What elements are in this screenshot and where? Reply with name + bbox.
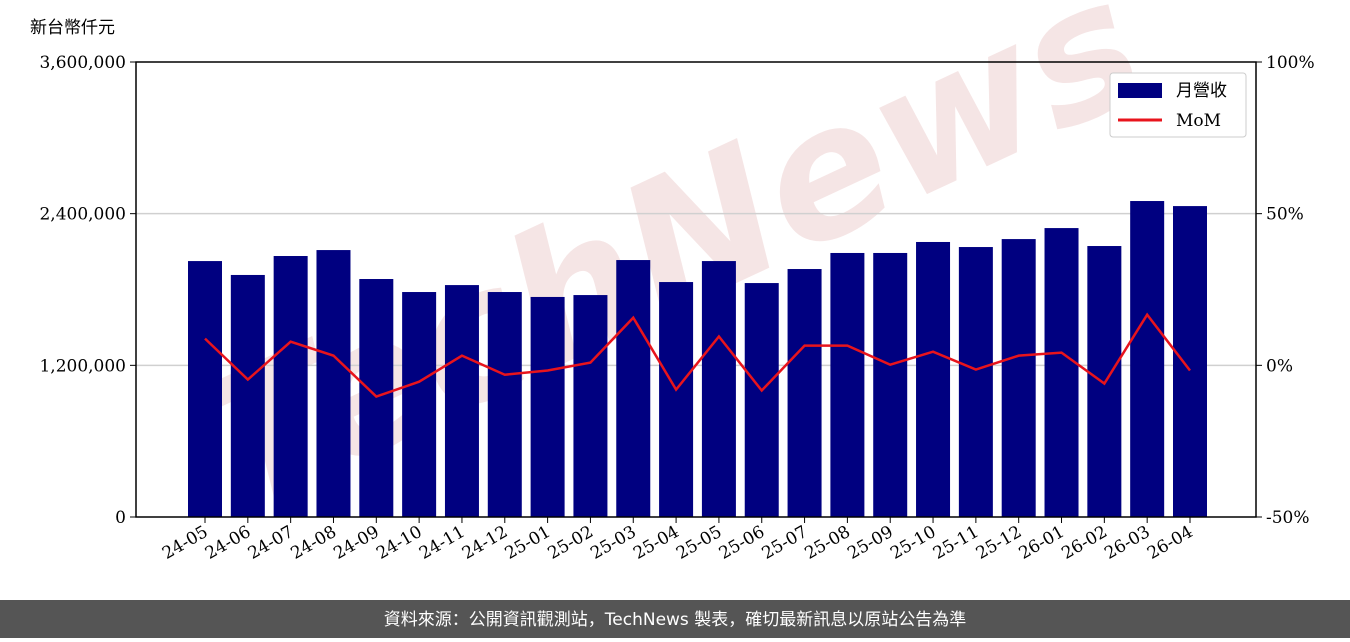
x-tick-label: 25-03 — [587, 522, 639, 564]
bar — [444, 285, 479, 517]
bar — [273, 256, 308, 517]
x-tick-label: 25-02 — [544, 522, 596, 564]
x-tick-label: 26-02 — [1058, 522, 1110, 564]
y-tick-label: 3,600,000 — [39, 53, 126, 73]
y2-tick-label: 0% — [1266, 356, 1293, 376]
x-tick-label: 25-05 — [673, 522, 725, 564]
x-tick-label: 25-12 — [973, 522, 1025, 564]
y-tick-label: 0 — [115, 508, 126, 528]
bar — [1173, 206, 1207, 518]
bar — [1001, 239, 1036, 517]
x-tick-label: 25-09 — [844, 522, 896, 564]
footer-bar — [0, 600, 1350, 638]
y-tick-label: 2,400,000 — [39, 205, 126, 225]
bar — [359, 279, 394, 517]
bar — [958, 247, 993, 518]
x-tick-label: 25-11 — [930, 522, 982, 564]
x-tick-label: 24-09 — [330, 522, 382, 564]
bar — [873, 252, 908, 517]
y2-tick-label: 100% — [1266, 53, 1315, 73]
bar — [230, 274, 265, 517]
x-tick-label: 24-05 — [159, 522, 211, 564]
bar — [487, 292, 522, 517]
x-tick-label: 25-01 — [502, 522, 554, 564]
x-tick-label: 25-08 — [801, 522, 853, 564]
legend-label: 月營收 — [1176, 81, 1227, 101]
plot-frame — [135, 61, 1257, 518]
y2-tick-label: 50% — [1266, 205, 1304, 225]
x-tick-label: 25-07 — [759, 522, 811, 564]
x-tick-label: 26-03 — [1101, 522, 1153, 564]
x-tick-label: 26-01 — [1016, 522, 1068, 564]
x-tick-label: 25-04 — [630, 522, 682, 564]
bar — [830, 252, 865, 517]
y-axis-label: 新台幣仟元 — [30, 18, 115, 38]
x-tick-label: 24-12 — [459, 522, 511, 564]
bar — [787, 269, 822, 517]
bar — [1044, 228, 1079, 517]
x-tick-label: 25-06 — [716, 522, 768, 564]
mom-line — [204, 312, 1191, 399]
bar — [402, 292, 437, 517]
bar — [744, 283, 779, 517]
bar — [616, 260, 651, 517]
legend-label: MoM — [1176, 111, 1221, 131]
bar — [916, 241, 951, 517]
x-tick-label: 25-10 — [887, 522, 939, 564]
x-tick-label: 24-10 — [373, 522, 425, 564]
x-tick-label: 24-06 — [202, 522, 254, 564]
bar — [701, 261, 736, 517]
y-tick-label: 1,200,000 — [39, 356, 126, 376]
bar — [188, 261, 222, 517]
bar — [530, 296, 565, 517]
bar — [1130, 201, 1165, 517]
x-tick-label: 24-11 — [416, 522, 468, 564]
legend-swatch — [1118, 83, 1162, 98]
x-tick-label: 26-04 — [1144, 522, 1196, 564]
y2-tick-label: -50% — [1266, 508, 1310, 528]
footer: 資料來源：公開資訊觀測站，TechNews 製表，確切最新訊息以原站公告為準 — [384, 610, 966, 630]
bar — [316, 250, 351, 518]
bar — [659, 282, 694, 517]
bar — [573, 295, 608, 517]
